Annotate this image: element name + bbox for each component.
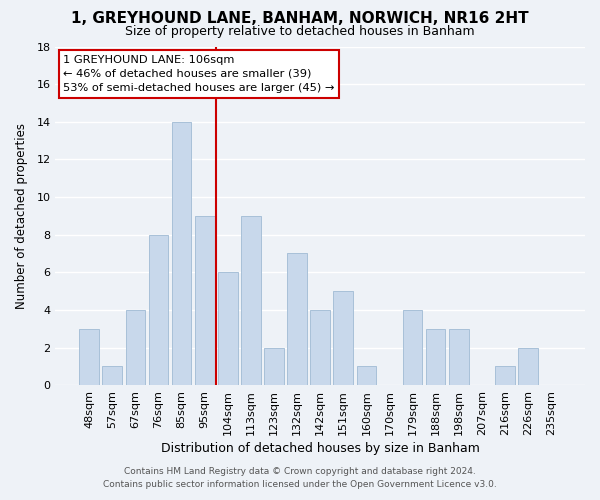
Text: Size of property relative to detached houses in Banham: Size of property relative to detached ho…: [125, 25, 475, 38]
Bar: [495, 366, 515, 385]
Bar: [518, 348, 538, 385]
Bar: [264, 348, 284, 385]
Bar: [218, 272, 238, 385]
Y-axis label: Number of detached properties: Number of detached properties: [15, 123, 28, 309]
Bar: [426, 328, 445, 385]
Text: Contains HM Land Registry data © Crown copyright and database right 2024.
Contai: Contains HM Land Registry data © Crown c…: [103, 467, 497, 489]
Bar: [310, 310, 330, 385]
Bar: [449, 328, 469, 385]
Bar: [79, 328, 99, 385]
X-axis label: Distribution of detached houses by size in Banham: Distribution of detached houses by size …: [161, 442, 479, 455]
Text: 1 GREYHOUND LANE: 106sqm
← 46% of detached houses are smaller (39)
53% of semi-d: 1 GREYHOUND LANE: 106sqm ← 46% of detach…: [63, 55, 335, 93]
Bar: [125, 310, 145, 385]
Text: 1, GREYHOUND LANE, BANHAM, NORWICH, NR16 2HT: 1, GREYHOUND LANE, BANHAM, NORWICH, NR16…: [71, 11, 529, 26]
Bar: [172, 122, 191, 385]
Bar: [103, 366, 122, 385]
Bar: [334, 291, 353, 385]
Bar: [356, 366, 376, 385]
Bar: [149, 234, 169, 385]
Bar: [287, 254, 307, 385]
Bar: [403, 310, 422, 385]
Bar: [241, 216, 260, 385]
Bar: [195, 216, 215, 385]
